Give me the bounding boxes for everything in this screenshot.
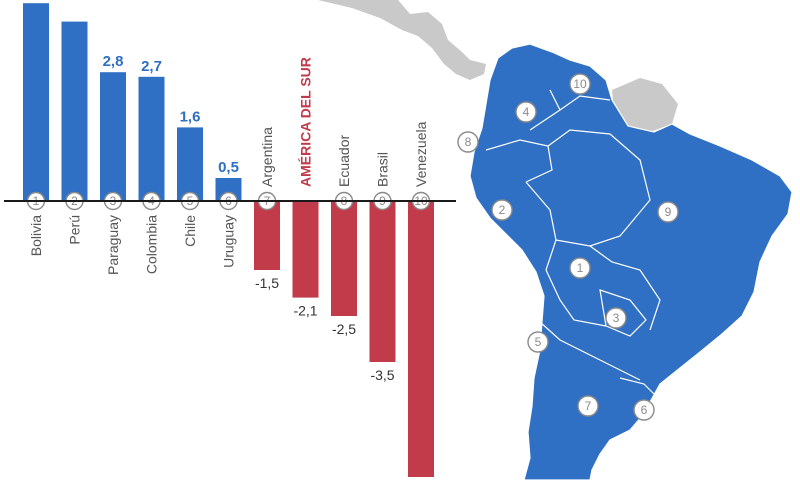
map-circle-label-8: 8 bbox=[465, 135, 472, 149]
bar-6 bbox=[254, 201, 280, 270]
category-labels: Bolivia Perú Paraguay Colombia Chile Uruguay A… bbox=[28, 57, 429, 275]
map-circle-label-4: 4 bbox=[523, 105, 530, 119]
bar-0 bbox=[23, 3, 49, 202]
map-circle-7 bbox=[577, 395, 599, 417]
value-label-8: -2,5 bbox=[332, 321, 356, 337]
map-circle-label-9: 9 bbox=[665, 205, 672, 219]
category-label-8: Ecuador bbox=[336, 135, 352, 187]
value-label-9: -3,5 bbox=[370, 367, 394, 383]
bar-series bbox=[23, 3, 434, 477]
value-label-6: -1,5 bbox=[255, 275, 279, 291]
map-guianas bbox=[612, 78, 678, 132]
bar-7 bbox=[292, 201, 319, 298]
bar-3 bbox=[138, 76, 165, 201]
bar-4 bbox=[177, 127, 203, 201]
category-label-7: AMÉRICA DEL SUR bbox=[298, 57, 314, 187]
map-circle-4 bbox=[515, 101, 537, 123]
map-circle-3 bbox=[605, 307, 627, 329]
value-label-3: 2,7 bbox=[141, 58, 162, 75]
value-label-2: 2,8 bbox=[103, 53, 124, 70]
map-circle-label-2: 2 bbox=[499, 203, 506, 217]
map-circle-label-10: 10 bbox=[573, 77, 587, 91]
map-circle-10 bbox=[569, 73, 591, 95]
category-label-3: Colombia bbox=[144, 215, 160, 274]
map-circle-8 bbox=[457, 131, 479, 153]
bar-2 bbox=[100, 72, 126, 201]
map-circle-5 bbox=[527, 331, 549, 353]
category-label-2: Paraguay bbox=[105, 215, 121, 275]
map-circle-6 bbox=[633, 399, 655, 421]
south-america-map bbox=[318, 0, 793, 480]
value-label-4: 1,6 bbox=[180, 108, 201, 125]
map-borders bbox=[485, 89, 661, 401]
map-central-america bbox=[318, 0, 486, 80]
map-circle-1 bbox=[569, 257, 591, 279]
value-labels: 2,8 2,7 1,6 0,5 -1,5 -2,1 -2,5 -3,5 bbox=[103, 53, 395, 383]
map-number-labels: 1 2 3 4 5 6 7 8 9 10 bbox=[457, 73, 679, 421]
map-circle-9 bbox=[657, 201, 679, 223]
map-circle-label-6: 6 bbox=[641, 403, 648, 417]
map-circle-2 bbox=[491, 199, 513, 221]
bar-1 bbox=[61, 21, 88, 201]
map-circle-label-1: 1 bbox=[577, 261, 584, 275]
category-label-5: Uruguay bbox=[221, 215, 237, 268]
category-label-10: Venezuela bbox=[413, 121, 429, 187]
category-label-1: Perú bbox=[67, 215, 83, 245]
category-label-0: Bolivia bbox=[28, 215, 44, 256]
category-label-4: Chile bbox=[182, 215, 198, 247]
bar-8 bbox=[331, 201, 357, 316]
category-label-6: Argentina bbox=[259, 127, 275, 187]
category-label-9: Brasil bbox=[375, 152, 391, 187]
bar-9 bbox=[369, 201, 396, 362]
value-label-5: 0,5 bbox=[218, 159, 239, 176]
value-label-7: -2,1 bbox=[293, 303, 317, 319]
map-circle-label-7: 7 bbox=[585, 399, 592, 413]
bar-10 bbox=[408, 201, 434, 477]
map-circle-label-3: 3 bbox=[613, 311, 620, 325]
map-circle-label-5: 5 bbox=[535, 335, 542, 349]
